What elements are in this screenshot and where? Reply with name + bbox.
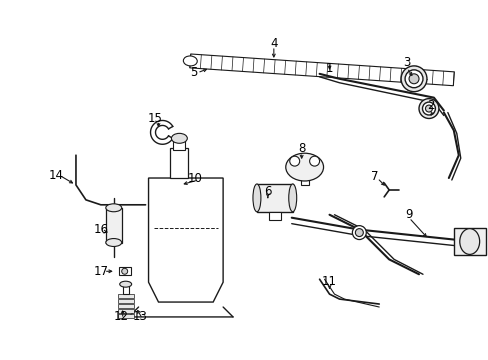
Text: 2: 2 [427, 99, 434, 112]
Ellipse shape [122, 268, 127, 274]
Bar [122, 284, 128, 294]
Bar [119, 267, 130, 275]
Polygon shape [189, 54, 453, 86]
Ellipse shape [288, 184, 296, 212]
Bar [268, 212, 280, 220]
Bar [300, 175, 308, 185]
Text: 14: 14 [48, 168, 63, 181]
Text: 16: 16 [93, 223, 108, 236]
Ellipse shape [289, 156, 299, 166]
Text: 11: 11 [322, 275, 336, 288]
Bar [118, 314, 133, 318]
Ellipse shape [252, 184, 261, 212]
Text: 17: 17 [93, 265, 108, 278]
Ellipse shape [400, 66, 426, 92]
Ellipse shape [408, 74, 418, 84]
Text: 13: 13 [133, 310, 148, 323]
Ellipse shape [285, 153, 323, 181]
Ellipse shape [422, 102, 434, 115]
Ellipse shape [418, 99, 438, 118]
Bar [256, 184, 292, 212]
Text: 15: 15 [148, 112, 163, 125]
Ellipse shape [183, 56, 197, 66]
Text: 3: 3 [403, 57, 410, 69]
Text: 10: 10 [187, 171, 203, 185]
Circle shape [352, 226, 366, 239]
Bar [170, 148, 188, 178]
Circle shape [355, 229, 363, 237]
Text: 9: 9 [405, 208, 412, 221]
Ellipse shape [120, 281, 131, 287]
Bar [105, 208, 122, 243]
Bar [173, 140, 185, 150]
Bar [118, 299, 133, 303]
Text: 6: 6 [264, 185, 271, 198]
Ellipse shape [171, 133, 187, 143]
Ellipse shape [425, 105, 431, 112]
Polygon shape [148, 178, 223, 302]
Bar [118, 294, 133, 298]
Ellipse shape [404, 70, 422, 88]
Text: 8: 8 [297, 142, 305, 155]
Text: 12: 12 [113, 310, 128, 323]
Ellipse shape [105, 239, 122, 247]
Text: 4: 4 [269, 37, 277, 50]
Text: 1: 1 [325, 62, 333, 75]
Ellipse shape [459, 229, 479, 255]
Bar [118, 304, 133, 308]
Ellipse shape [105, 204, 122, 212]
Bar [453, 228, 485, 255]
Bar [118, 309, 133, 313]
Ellipse shape [309, 156, 319, 166]
Text: 7: 7 [370, 170, 377, 183]
Text: 5: 5 [190, 66, 198, 79]
